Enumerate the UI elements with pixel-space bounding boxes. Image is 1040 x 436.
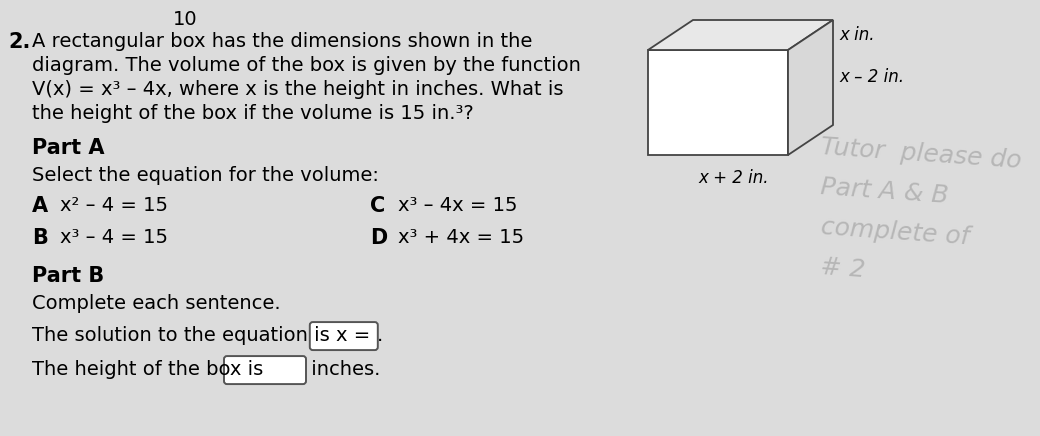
Text: D: D [370, 228, 387, 248]
Text: x³ + 4x = 15: x³ + 4x = 15 [398, 228, 524, 247]
Text: V(x) = x³ – 4x, where x is the height in inches. What is: V(x) = x³ – 4x, where x is the height in… [32, 80, 564, 99]
Text: Tutor  please do: Tutor please do [820, 135, 1022, 173]
Text: A: A [32, 196, 48, 216]
Text: inches.: inches. [305, 360, 381, 379]
Text: C: C [370, 196, 385, 216]
FancyBboxPatch shape [310, 322, 378, 350]
Text: A rectangular box has the dimensions shown in the: A rectangular box has the dimensions sho… [32, 32, 532, 51]
Text: The solution to the equation is x =: The solution to the equation is x = [32, 326, 376, 345]
Polygon shape [648, 20, 833, 50]
Polygon shape [788, 20, 833, 155]
Text: x³ – 4x = 15: x³ – 4x = 15 [398, 196, 518, 215]
Text: diagram. The volume of the box is given by the function: diagram. The volume of the box is given … [32, 56, 581, 75]
Text: x² – 4 = 15: x² – 4 = 15 [60, 196, 168, 215]
Text: .: . [376, 326, 383, 345]
Polygon shape [648, 50, 788, 155]
Text: x + 2 in.: x + 2 in. [698, 169, 769, 187]
Text: x in.: x in. [839, 26, 875, 44]
Text: # 2: # 2 [820, 255, 866, 282]
Text: the height of the box if the volume is 15 in.³?: the height of the box if the volume is 1… [32, 104, 474, 123]
Text: Part A: Part A [32, 138, 104, 158]
Text: x³ – 4 = 15: x³ – 4 = 15 [60, 228, 168, 247]
Text: complete of: complete of [820, 215, 970, 249]
Text: B: B [32, 228, 48, 248]
FancyBboxPatch shape [224, 356, 306, 384]
Text: Part B: Part B [32, 266, 104, 286]
Text: Select the equation for the volume:: Select the equation for the volume: [32, 166, 379, 185]
Text: Complete each sentence.: Complete each sentence. [32, 294, 281, 313]
Text: The height of the box is: The height of the box is [32, 360, 269, 379]
Text: 2.: 2. [8, 32, 30, 52]
Text: x – 2 in.: x – 2 in. [839, 68, 904, 86]
Text: 10: 10 [173, 10, 198, 29]
Text: Part A & B: Part A & B [820, 175, 950, 208]
